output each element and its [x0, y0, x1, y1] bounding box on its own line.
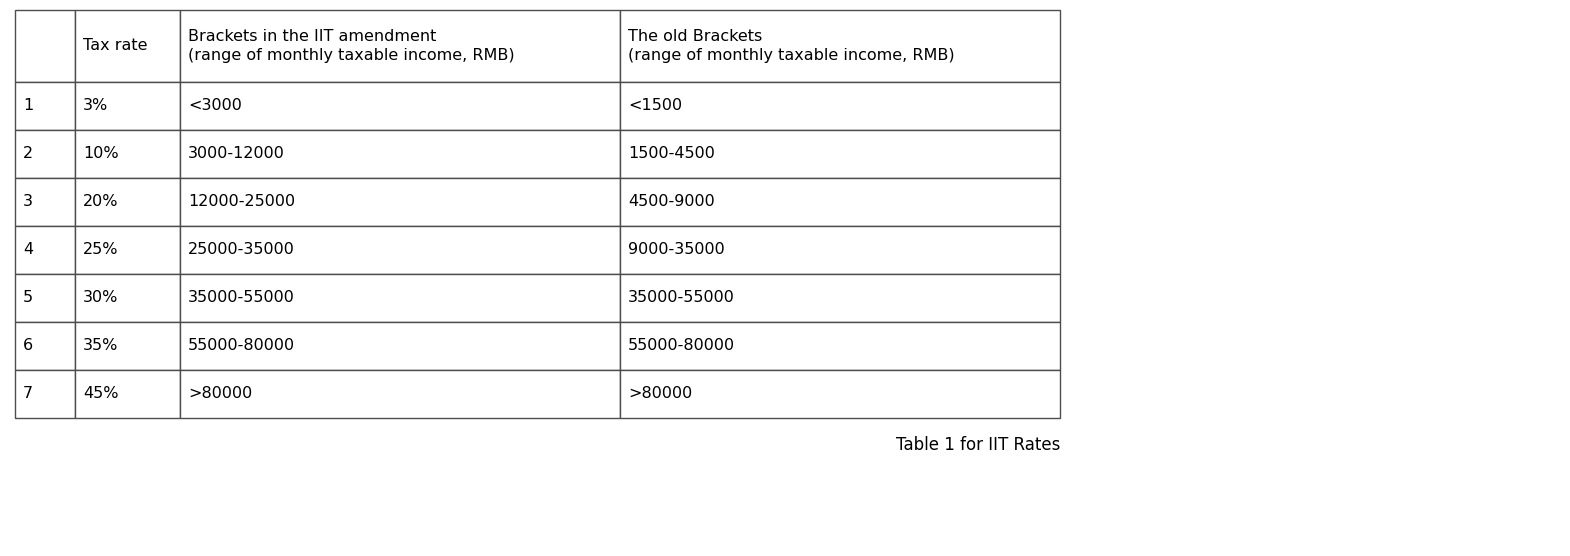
Text: 6: 6	[24, 339, 33, 354]
Text: 35%: 35%	[83, 339, 118, 354]
Bar	[16, 82, 75, 130]
Text: 35000-55000: 35000-55000	[188, 290, 295, 305]
Bar	[16, 274, 75, 322]
Bar	[620, 226, 1060, 274]
Bar	[181, 10, 620, 82]
Text: 25%: 25%	[83, 242, 118, 257]
Text: The old Brackets
(range of monthly taxable income, RMB): The old Brackets (range of monthly taxab…	[628, 28, 955, 63]
Text: 55000-80000: 55000-80000	[628, 339, 735, 354]
Text: 3%: 3%	[83, 98, 108, 113]
Text: 4: 4	[24, 242, 33, 257]
Text: Brackets in the IIT amendment
(range of monthly taxable income, RMB): Brackets in the IIT amendment (range of …	[188, 28, 515, 63]
Bar	[75, 130, 181, 178]
Text: <3000: <3000	[188, 98, 242, 113]
Text: 3000-12000: 3000-12000	[188, 146, 284, 161]
Bar	[16, 178, 75, 226]
Text: >80000: >80000	[628, 386, 692, 401]
Bar	[75, 10, 181, 82]
Text: 45%: 45%	[83, 386, 118, 401]
Text: 4500-9000: 4500-9000	[628, 195, 714, 210]
Text: 35000-55000: 35000-55000	[628, 290, 735, 305]
Text: Table 1 for IIT Rates: Table 1 for IIT Rates	[895, 436, 1060, 454]
Text: 5: 5	[24, 290, 33, 305]
Text: 10%: 10%	[83, 146, 119, 161]
Bar	[181, 274, 620, 322]
Bar	[620, 178, 1060, 226]
Text: <1500: <1500	[628, 98, 681, 113]
Bar	[181, 130, 620, 178]
Bar	[16, 322, 75, 370]
Text: 9000-35000: 9000-35000	[628, 242, 725, 257]
Text: 1500-4500: 1500-4500	[628, 146, 714, 161]
Text: 12000-25000: 12000-25000	[188, 195, 295, 210]
Bar	[620, 322, 1060, 370]
Bar	[620, 130, 1060, 178]
Text: 3: 3	[24, 195, 33, 210]
Text: 30%: 30%	[83, 290, 118, 305]
Text: Tax rate: Tax rate	[83, 38, 148, 53]
Bar	[75, 82, 181, 130]
Bar	[181, 82, 620, 130]
Text: >80000: >80000	[188, 386, 253, 401]
Bar	[620, 82, 1060, 130]
Bar	[16, 226, 75, 274]
Bar	[16, 370, 75, 418]
Bar	[75, 322, 181, 370]
Bar	[75, 274, 181, 322]
Text: 1: 1	[24, 98, 33, 113]
Text: 25000-35000: 25000-35000	[188, 242, 295, 257]
Text: 2: 2	[24, 146, 33, 161]
Bar	[181, 178, 620, 226]
Text: 20%: 20%	[83, 195, 118, 210]
Text: 7: 7	[24, 386, 33, 401]
Bar	[620, 274, 1060, 322]
Bar	[75, 226, 181, 274]
Bar	[75, 178, 181, 226]
Text: 55000-80000: 55000-80000	[188, 339, 295, 354]
Bar	[620, 370, 1060, 418]
Bar	[16, 130, 75, 178]
Bar	[75, 370, 181, 418]
Bar	[181, 322, 620, 370]
Bar	[181, 226, 620, 274]
Bar	[620, 10, 1060, 82]
Bar	[181, 370, 620, 418]
Bar	[16, 10, 75, 82]
